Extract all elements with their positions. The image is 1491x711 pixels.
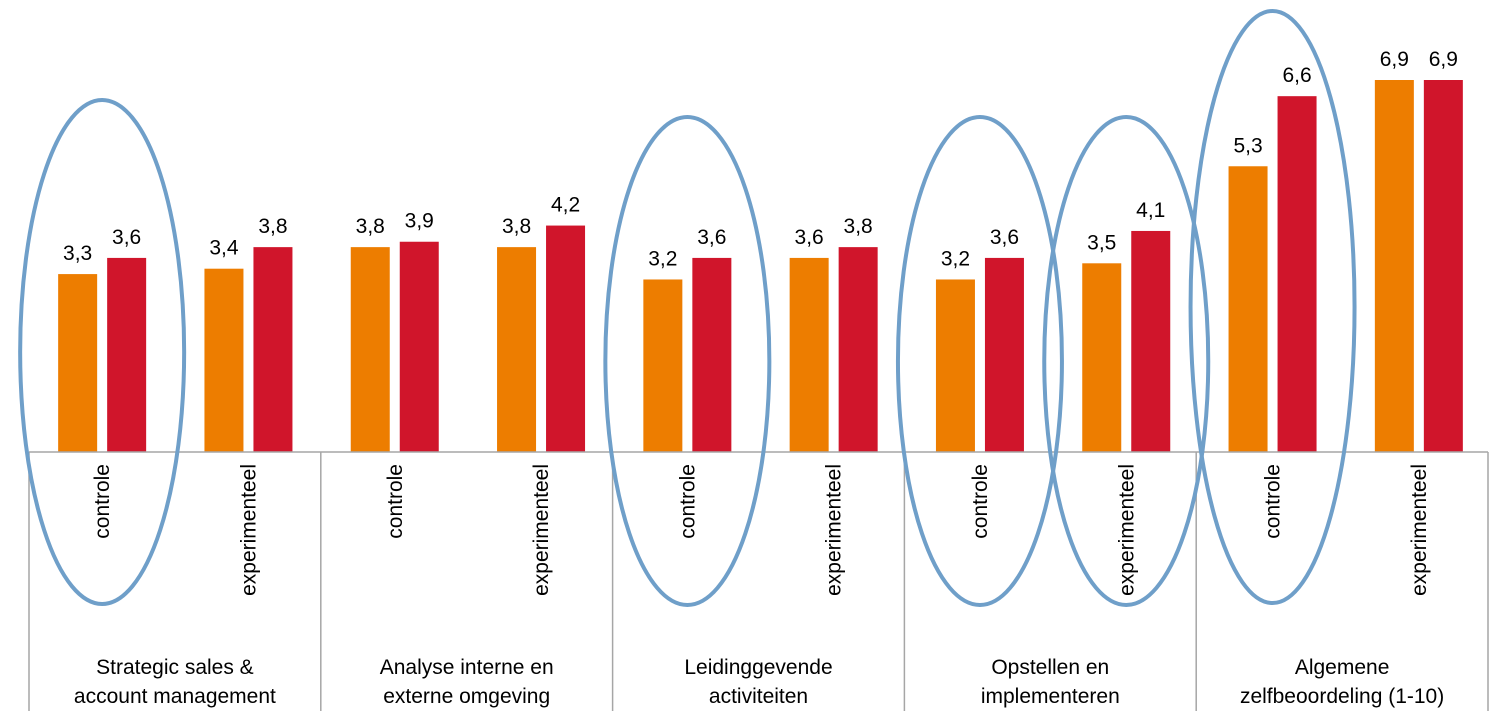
subcategory-label-col7: controle <box>969 464 992 539</box>
subcategory-label-col4: experimenteel <box>530 464 553 596</box>
value-label-s1-col2: 3,4 <box>209 237 239 260</box>
value-label-s2-col2: 3,8 <box>258 215 287 238</box>
bar-s2-col9 <box>1277 96 1317 452</box>
value-label-s1-col3: 3,8 <box>356 215 385 238</box>
highlight-ellipse-col9 <box>1188 9 1357 605</box>
group-label-3-line1: Leidinggevende <box>684 656 832 679</box>
value-label-s2-col4: 4,2 <box>551 194 580 217</box>
bar-s2-col8 <box>1131 230 1171 452</box>
bar-s1-col8 <box>1082 263 1122 452</box>
value-label-s1-col1: 3,3 <box>63 242 92 265</box>
bar-s1-col3 <box>350 247 390 452</box>
group-label-5-line2: zelfbeoordeling (1-10) <box>1240 685 1444 708</box>
bar-s2-col7 <box>984 257 1024 452</box>
value-label-s1-col10: 6,9 <box>1380 48 1409 71</box>
value-labels-layer: 3,3 3,6 3,4 3,8 3,8 3,9 3,8 4,2 3,2 3,6 3,6 3,8 3,2 3… <box>63 48 1458 270</box>
bar-s1-col2 <box>204 268 244 452</box>
group-labels-layer: Strategic sales & account management Analy… <box>74 656 1444 708</box>
subcategory-label-col2: experimenteel <box>237 464 260 596</box>
value-label-s1-col5: 3,2 <box>648 247 677 270</box>
bar-s2-col3 <box>399 241 439 452</box>
value-label-s2-col7: 3,6 <box>990 226 1019 249</box>
bar-s1-col9 <box>1228 166 1268 452</box>
value-label-s1-col9: 5,3 <box>1233 134 1262 157</box>
value-label-s2-col10: 6,9 <box>1429 48 1458 71</box>
bar-s1-col1 <box>58 274 98 452</box>
highlight-ellipses-layer <box>18 9 1357 607</box>
value-label-s1-col6: 3,6 <box>795 226 824 249</box>
highlight-ellipse-col1 <box>18 98 187 606</box>
bar-s1-col5 <box>643 279 683 452</box>
category-axis <box>28 451 1489 711</box>
value-label-s2-col3: 3,9 <box>405 210 434 233</box>
subcategory-label-col8: experimenteel <box>1115 464 1138 596</box>
group-label-3-line2: activiteiten <box>709 685 808 708</box>
group-label-5-line1: Algemene <box>1295 656 1390 679</box>
subcategory-labels-layer: controle experimenteel controle experimente… <box>91 464 1431 596</box>
bar-s1-col4 <box>497 247 537 452</box>
value-label-s2-col1: 3,6 <box>112 226 141 249</box>
bar-s2-col1 <box>107 257 147 452</box>
bar-s2-col5 <box>692 257 732 452</box>
group-label-2-line1: Analyse interne en <box>380 656 554 679</box>
subcategory-label-col3: controle <box>384 464 407 539</box>
highlight-ellipse-col7 <box>895 115 1064 607</box>
group-label-2-line2: externe omgeving <box>383 685 550 708</box>
value-label-s2-col6: 3,8 <box>844 215 873 238</box>
highlight-ellipse-col8 <box>1042 115 1211 607</box>
subcategory-label-col9: controle <box>1262 464 1285 539</box>
group-label-1-line2: account management <box>74 685 276 708</box>
group-label-1-line1: Strategic sales & <box>96 656 254 679</box>
value-label-s1-col7: 3,2 <box>941 247 970 270</box>
group-label-4-line1: Opstellen en <box>991 656 1109 679</box>
subcategory-label-col6: experimenteel <box>823 464 846 596</box>
bar-s2-col4 <box>546 225 586 452</box>
bar-s2-col2 <box>253 247 293 452</box>
subcategory-label-col10: experimenteel <box>1408 464 1431 596</box>
value-label-s1-col4: 3,8 <box>502 215 531 238</box>
bar-s2-col6 <box>838 247 878 452</box>
bar-s1-col10 <box>1374 80 1414 452</box>
subcategory-label-col5: controle <box>676 464 699 539</box>
value-label-s2-col9: 6,6 <box>1282 64 1311 87</box>
highlight-ellipse-col5 <box>603 115 772 607</box>
group-label-4-line2: implementeren <box>981 685 1120 708</box>
subcategory-label-col1: controle <box>91 464 114 539</box>
bar-s1-col6 <box>789 257 829 452</box>
bars-layer <box>58 80 1463 452</box>
bar-s2-col10 <box>1423 80 1463 452</box>
value-label-s2-col8: 4,1 <box>1136 199 1165 222</box>
value-label-s1-col8: 3,5 <box>1087 231 1116 254</box>
value-label-s2-col5: 3,6 <box>697 226 726 249</box>
bar-s1-col7 <box>935 279 975 452</box>
